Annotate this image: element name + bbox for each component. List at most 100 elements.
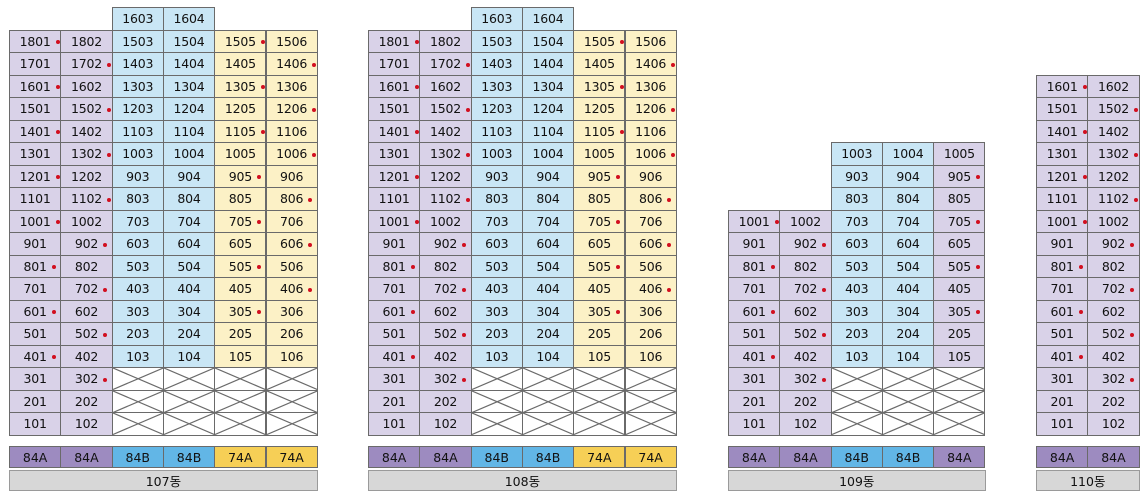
empty-unit-cell bbox=[214, 367, 267, 391]
unit-cell: 905 bbox=[214, 164, 267, 188]
empty-unit-cell bbox=[521, 389, 575, 413]
unit-cell: 705 bbox=[214, 209, 267, 233]
unit-number: 305 bbox=[948, 304, 980, 319]
unit-cell: 1603 bbox=[470, 7, 523, 31]
unit-number: 1303 bbox=[481, 78, 513, 94]
cross-mark-icon bbox=[164, 413, 214, 435]
empty-unit-cell bbox=[573, 367, 626, 391]
unit-number: 1006 bbox=[276, 146, 317, 161]
unit-cell: 105 bbox=[214, 344, 267, 368]
unit-number: 206 bbox=[280, 326, 304, 342]
unit-number: 202 bbox=[433, 393, 458, 409]
unit-cell: 705 bbox=[573, 209, 626, 233]
unit-number: 1302 bbox=[1098, 146, 1138, 161]
unit-cell: 402 bbox=[1087, 344, 1140, 368]
unit-number: 1802 bbox=[70, 33, 102, 49]
unit-cell: 906 bbox=[265, 164, 318, 188]
unit-cell: 201 bbox=[9, 389, 62, 413]
unit-number: 1001 bbox=[20, 214, 60, 229]
red-dot-icon bbox=[55, 220, 60, 225]
unit-number: 803 bbox=[485, 191, 509, 207]
unit-cell: 1201 bbox=[1036, 164, 1089, 188]
unit-number: 302 bbox=[794, 371, 827, 386]
empty-unit-cell bbox=[624, 389, 677, 413]
unit-number: 1505 bbox=[584, 34, 624, 49]
unit-number: 702 bbox=[75, 281, 108, 296]
unit-cell: 1006 bbox=[265, 142, 318, 166]
unit-number: 101 bbox=[1050, 416, 1074, 432]
unit-number: 403 bbox=[485, 281, 509, 297]
unit-cell: 1306 bbox=[624, 74, 677, 98]
unit-cell: 803 bbox=[470, 187, 523, 211]
unit-type-label: 84A bbox=[779, 446, 832, 468]
unit-number: 402 bbox=[433, 348, 458, 364]
unit-number: 1506 bbox=[635, 33, 667, 49]
unit-number: 101 bbox=[382, 416, 406, 432]
unit-number: 1304 bbox=[173, 78, 205, 94]
unit-cell: 501 bbox=[368, 322, 421, 346]
unit-number: 402 bbox=[1101, 348, 1126, 364]
red-dot-icon bbox=[1078, 265, 1083, 270]
unit-number: 1103 bbox=[122, 123, 154, 139]
red-dot-icon bbox=[256, 220, 261, 225]
unit-cell: 903 bbox=[470, 164, 523, 188]
unit-number: 501 bbox=[1050, 326, 1074, 342]
unit-cell: 1301 bbox=[368, 142, 421, 166]
unit-cell: 103 bbox=[470, 344, 523, 368]
unit-number: 1306 bbox=[276, 78, 308, 94]
unit-cell: 102 bbox=[779, 412, 832, 436]
unit-cell: 905 bbox=[573, 164, 626, 188]
unit-cell: 605 bbox=[573, 232, 626, 256]
unit-cell: 1802 bbox=[60, 29, 113, 53]
red-dot-icon bbox=[312, 107, 317, 112]
unit-cell: 805 bbox=[214, 187, 267, 211]
red-dot-icon bbox=[667, 242, 672, 247]
unit-cell: 1302 bbox=[60, 142, 113, 166]
red-dot-icon bbox=[414, 175, 419, 180]
unit-number: 606 bbox=[639, 236, 672, 251]
unit-number: 1101 bbox=[1046, 191, 1078, 207]
unit-number: 1201 bbox=[1047, 169, 1087, 184]
unit-cell: 1406 bbox=[624, 52, 677, 76]
unit-cell: 502 bbox=[1087, 322, 1140, 346]
unit-cell: 401 bbox=[1036, 344, 1089, 368]
red-dot-icon bbox=[256, 310, 261, 315]
unit-cell: 501 bbox=[728, 322, 781, 346]
unit-cell: 505 bbox=[214, 254, 267, 278]
unit-cell: 1301 bbox=[1036, 142, 1089, 166]
unit-cell: 802 bbox=[779, 254, 832, 278]
unit-number: 602 bbox=[433, 303, 458, 319]
unit-number: 702 bbox=[434, 281, 467, 296]
cross-mark-icon bbox=[472, 368, 522, 390]
unit-cell: 1503 bbox=[470, 29, 523, 53]
unit-cell: 304 bbox=[881, 299, 935, 323]
unit-cell: 701 bbox=[1036, 277, 1089, 301]
unit-cell: 1004 bbox=[881, 142, 935, 166]
cross-mark-icon bbox=[883, 391, 933, 413]
unit-number: 301 bbox=[1050, 371, 1074, 387]
red-dot-icon bbox=[975, 220, 980, 225]
unit-number: 402 bbox=[793, 348, 818, 364]
unit-cell: 601 bbox=[9, 299, 62, 323]
unit-cell: 802 bbox=[60, 254, 113, 278]
unit-cell: 702 bbox=[419, 277, 472, 301]
unit-cell: 1305 bbox=[214, 74, 267, 98]
unit-number: 101 bbox=[23, 416, 47, 432]
unit-cell: 1501 bbox=[368, 97, 421, 121]
unit-cell: 301 bbox=[1036, 367, 1089, 391]
unit-cell: 1205 bbox=[573, 97, 626, 121]
unit-cell: 1502 bbox=[419, 97, 472, 121]
unit-cell: 1301 bbox=[9, 142, 62, 166]
red-dot-icon bbox=[619, 40, 624, 45]
unit-cell: 404 bbox=[162, 277, 216, 301]
cross-mark-icon bbox=[832, 413, 882, 435]
unit-cell: 701 bbox=[728, 277, 781, 301]
unit-cell: 104 bbox=[521, 344, 575, 368]
unit-cell: 1303 bbox=[111, 74, 164, 98]
unit-number: 202 bbox=[1101, 393, 1126, 409]
unit-cell: 1106 bbox=[624, 119, 677, 143]
unit-cell: 205 bbox=[933, 322, 986, 346]
unit-cell: 204 bbox=[521, 322, 575, 346]
unit-number: 101 bbox=[742, 416, 766, 432]
unit-number: 1502 bbox=[1098, 101, 1138, 116]
